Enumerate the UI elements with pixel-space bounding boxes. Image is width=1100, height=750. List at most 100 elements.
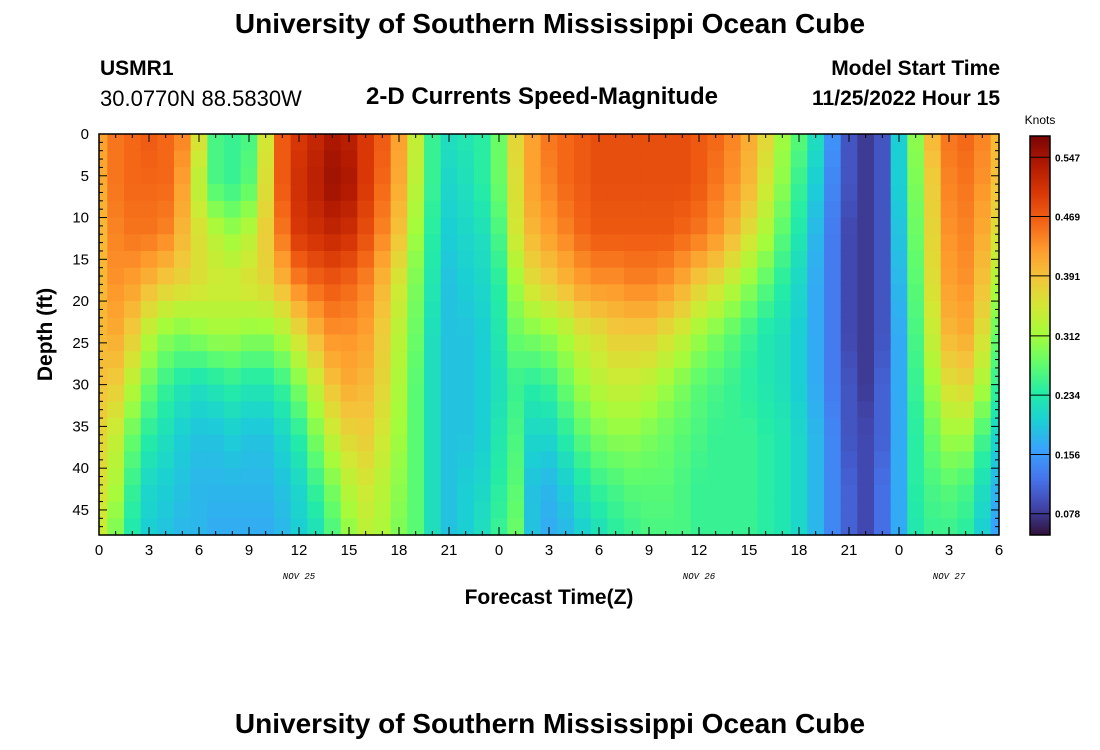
heatmap-cell xyxy=(474,434,492,453)
heatmap-cell xyxy=(157,501,175,519)
heatmap-cell xyxy=(374,234,392,252)
heatmap-cell xyxy=(424,418,442,436)
heatmap-cell xyxy=(290,234,308,252)
heatmap-cell xyxy=(757,217,775,235)
heatmap-cell xyxy=(124,301,142,319)
heatmap-cell xyxy=(224,518,242,536)
heatmap-cell xyxy=(190,317,208,336)
x-tick-label: 3 xyxy=(945,542,953,559)
heatmap-cell xyxy=(790,167,808,185)
heatmap-cell xyxy=(174,384,192,402)
heatmap-cell xyxy=(874,401,892,419)
heatmap-cell xyxy=(607,351,625,369)
heatmap-cell xyxy=(240,418,258,436)
heatmap-cell xyxy=(840,401,858,419)
heatmap-cell xyxy=(674,167,692,185)
heatmap-cell xyxy=(490,434,508,453)
heatmap-cell xyxy=(424,518,442,536)
heatmap-cell xyxy=(707,217,725,235)
heatmap-cell xyxy=(540,134,558,152)
heatmap-cell xyxy=(157,334,175,352)
heatmap-cell xyxy=(407,418,425,436)
heatmap-cell xyxy=(674,367,692,386)
heatmap-cell xyxy=(407,217,425,235)
heatmap-cell xyxy=(974,367,992,386)
heatmap-cell xyxy=(807,134,825,152)
x-tick-label: 15 xyxy=(341,542,358,559)
heatmap-cell xyxy=(474,334,492,352)
heatmap-cell xyxy=(974,134,992,152)
heatmap-cell xyxy=(457,384,475,402)
heatmap-cell xyxy=(657,134,675,152)
heatmap-cell xyxy=(190,501,208,519)
heatmap-cell xyxy=(274,434,292,453)
heatmap-cell xyxy=(824,150,842,169)
heatmap-cell xyxy=(107,468,125,486)
heatmap-cell xyxy=(257,301,275,319)
heatmap-cell xyxy=(624,367,642,386)
x-tick-label: 18 xyxy=(791,542,808,559)
heatmap-cell xyxy=(207,301,225,319)
heatmap-cell xyxy=(190,200,208,219)
heatmap-cell xyxy=(807,217,825,235)
heatmap-cell xyxy=(240,267,258,285)
heatmap-cell xyxy=(690,150,708,169)
heatmap-cell xyxy=(857,501,875,519)
heatmap-cell xyxy=(440,267,458,285)
heatmap-cell xyxy=(424,184,442,202)
heatmap-cell xyxy=(790,384,808,402)
heatmap-cell xyxy=(540,518,558,536)
heatmap-cell xyxy=(690,418,708,436)
heatmap-cell xyxy=(874,167,892,185)
heatmap-cell xyxy=(407,451,425,469)
station-coordinates: 30.0770N 88.5830W xyxy=(100,86,302,111)
heatmap-cell xyxy=(507,184,525,202)
heatmap-cell xyxy=(424,234,442,252)
y-tick-label: 0 xyxy=(81,126,89,143)
heatmap-cell xyxy=(507,401,525,419)
heatmap-cell xyxy=(207,134,225,152)
heatmap-cell xyxy=(740,301,758,319)
heatmap-cell xyxy=(974,401,992,419)
heatmap-cell xyxy=(190,434,208,453)
heatmap-cell xyxy=(824,484,842,503)
heatmap-cell xyxy=(140,200,158,219)
heatmap-cell xyxy=(174,217,192,235)
heatmap-cell xyxy=(590,451,608,469)
heatmap-cell xyxy=(840,484,858,503)
heatmap-cell xyxy=(740,200,758,219)
heatmap-cell xyxy=(907,501,925,519)
heatmap-cell xyxy=(640,468,658,486)
heatmap-cell xyxy=(757,167,775,185)
heatmap-cell xyxy=(707,451,725,469)
heatmap-cell xyxy=(457,367,475,386)
heatmap-cell xyxy=(507,217,525,235)
heatmap-cell xyxy=(824,217,842,235)
heatmap-cell xyxy=(790,134,808,152)
heatmap-cell xyxy=(407,167,425,185)
heatmap-cell xyxy=(340,200,358,219)
heatmap-cell xyxy=(274,217,292,235)
heatmap-cell xyxy=(507,267,525,285)
heatmap-cell xyxy=(740,468,758,486)
colorbar-tick-label: 0.234 xyxy=(1055,391,1080,402)
heatmap-cell xyxy=(174,234,192,252)
heatmap-cell xyxy=(140,434,158,453)
heatmap-cell xyxy=(807,384,825,402)
heatmap-cell xyxy=(940,217,958,235)
heatmap-cell xyxy=(207,434,225,453)
heatmap-cell xyxy=(407,367,425,386)
heatmap-cell xyxy=(307,434,325,453)
y-tick-label: 10 xyxy=(72,210,89,227)
heatmap-cell xyxy=(324,250,342,269)
heatmap-cell xyxy=(890,317,908,336)
heatmap-cell xyxy=(340,267,358,285)
heatmap-cell xyxy=(574,167,592,185)
heatmap-cell xyxy=(640,134,658,152)
heatmap-cell xyxy=(824,317,842,336)
heatmap-cell xyxy=(140,451,158,469)
heatmap-cell xyxy=(274,250,292,269)
heatmap-cell xyxy=(524,501,542,519)
heatmap-cell xyxy=(707,334,725,352)
heatmap-cell xyxy=(807,367,825,386)
